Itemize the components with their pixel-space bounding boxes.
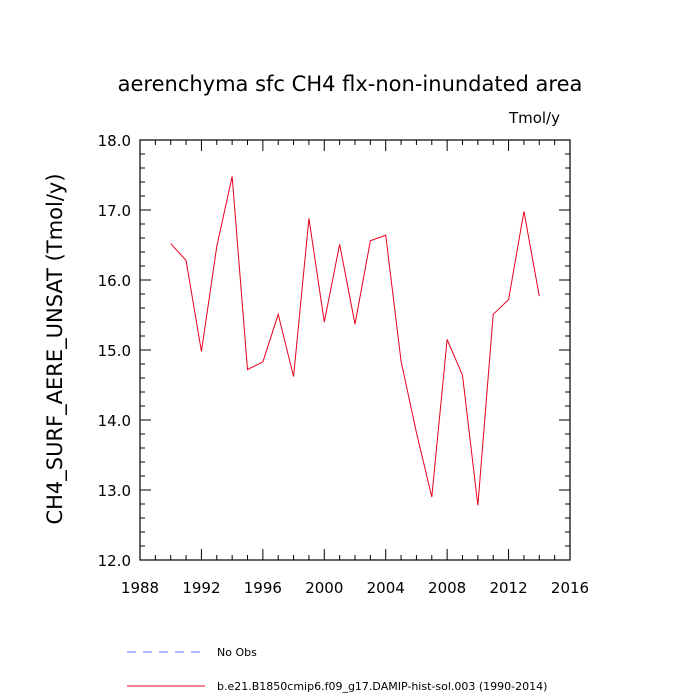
y-tick-label: 15.0 <box>98 342 131 360</box>
x-tick-label: 1992 <box>182 579 220 597</box>
legend: No Obs b.e21.B1850cmip6.f09_g17.DAMIP-his… <box>127 646 547 693</box>
y-axis-label: CH4_SURF_AERE_UNSAT (Tmol/y) <box>43 173 68 524</box>
series-lines <box>170 176 540 506</box>
y-tick-label: 12.0 <box>98 552 131 570</box>
legend-label: b.e21.B1850cmip6.f09_g17.DAMIP-hist-sol.… <box>217 680 547 693</box>
series-line <box>170 176 540 506</box>
x-tick-label: 2008 <box>428 579 466 597</box>
x-tick-label: 1988 <box>121 579 159 597</box>
y-tick-label: 13.0 <box>98 482 131 500</box>
axis-ticks <box>139 139 571 561</box>
x-tick-label: 2000 <box>305 579 343 597</box>
legend-label: No Obs <box>217 646 257 659</box>
axis-tick-labels: 1988 1992 1996 2000 2004 2008 2012 2016 12.0 13.0… <box>98 132 590 597</box>
plot-frame <box>139 139 571 561</box>
chart-title: aerenchyma sfc CH4 flx-non-inundated are… <box>118 72 583 96</box>
y-tick-label: 18.0 <box>98 132 131 150</box>
x-tick-label: 2004 <box>367 579 405 597</box>
x-tick-label: 2016 <box>551 579 589 597</box>
y-tick-label: 17.0 <box>98 202 131 220</box>
y-tick-label: 16.0 <box>98 272 131 290</box>
y-tick-label: 14.0 <box>98 412 131 430</box>
units-label: Tmol/y <box>508 109 560 127</box>
x-tick-label: 1996 <box>244 579 282 597</box>
x-tick-label: 2012 <box>489 579 527 597</box>
